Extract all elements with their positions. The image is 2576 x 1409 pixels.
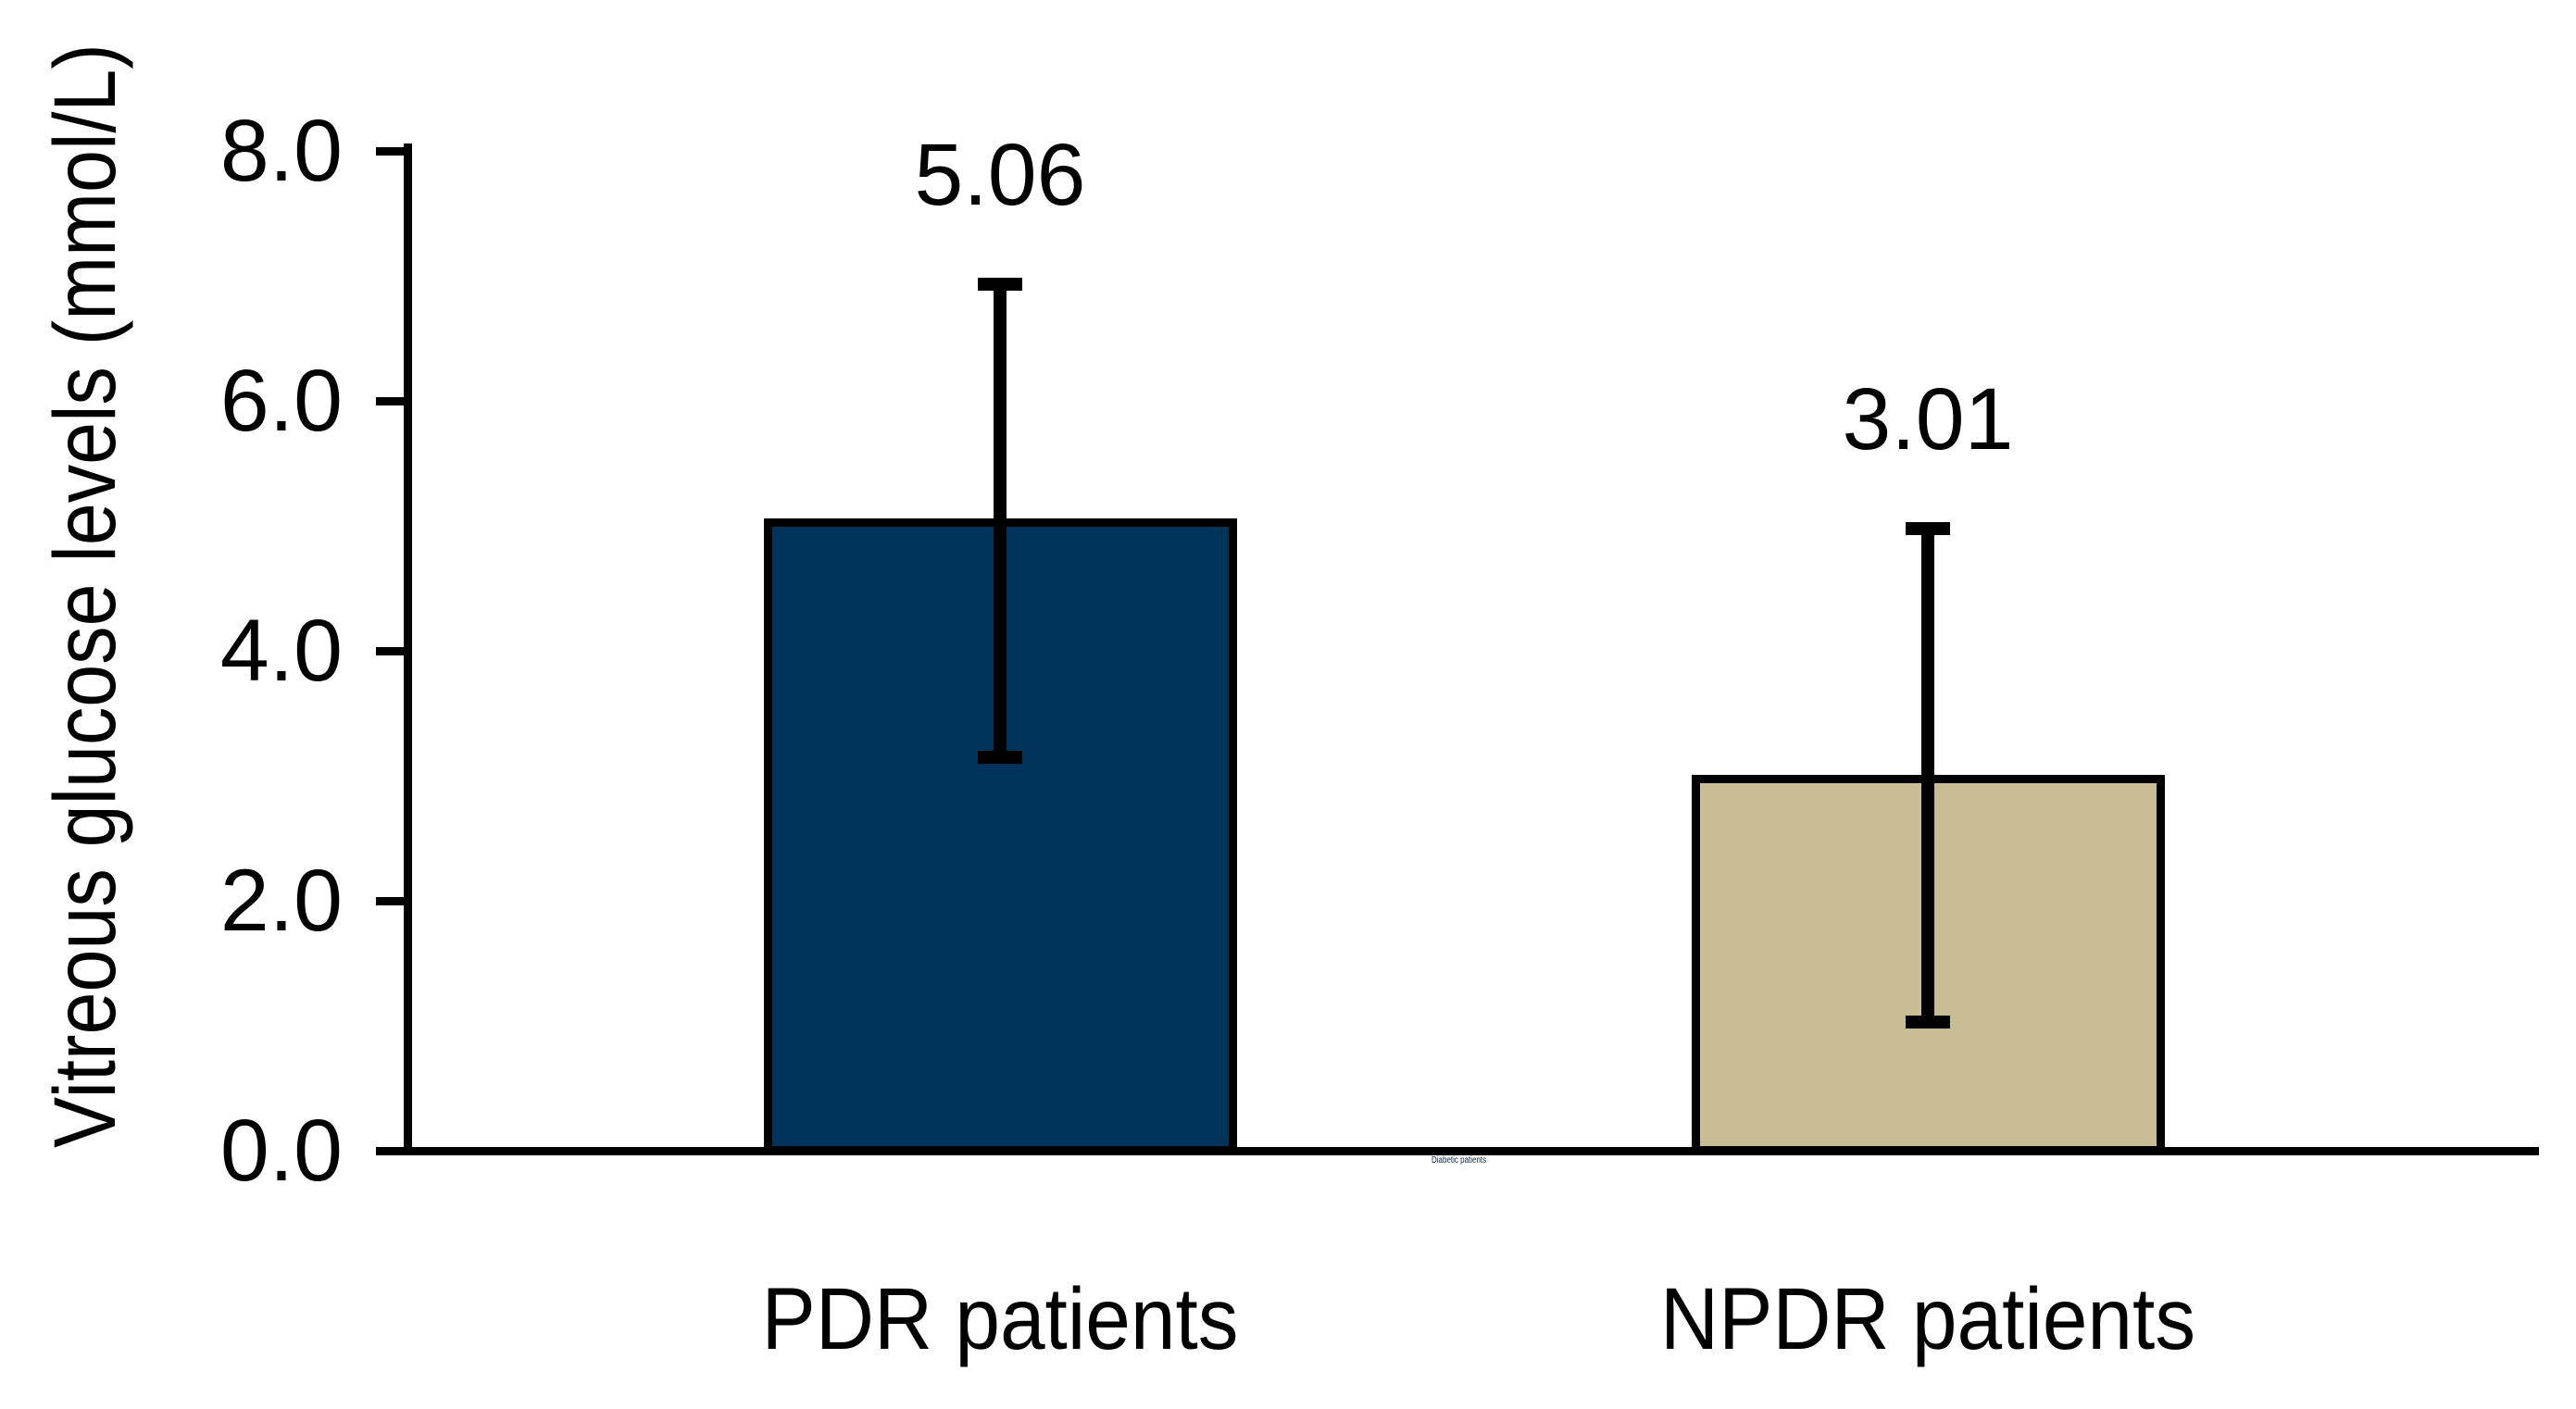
- y-tick-label: 8.0: [219, 102, 343, 200]
- y-tick-mark: [376, 147, 404, 156]
- bar-value-label: 5.06: [914, 126, 1086, 225]
- error-bar-line: [1921, 528, 1934, 1022]
- y-tick-mark: [376, 1147, 404, 1155]
- category-label: NPDR patients: [1659, 1270, 2196, 1368]
- y-axis-line: [404, 143, 412, 1154]
- error-bar-cap-top: [1906, 521, 1950, 535]
- y-tick-label: 6.0: [219, 352, 343, 450]
- y-tick-label: 0.0: [219, 1102, 343, 1200]
- error-bar-line: [994, 284, 1007, 757]
- y-tick-mark: [376, 397, 404, 405]
- y-tick-label: 4.0: [219, 602, 343, 700]
- tiny-caption: Diabetic patients: [1432, 1155, 1487, 1166]
- error-bar-cap-bottom: [978, 750, 1022, 764]
- category-label: PDR patients: [761, 1270, 1239, 1368]
- y-tick-label: 2.0: [219, 852, 343, 950]
- y-axis-title: Vitreous glucose levels (mmol/L): [36, 44, 134, 1148]
- bar-value-label: 3.01: [1842, 369, 2014, 468]
- y-tick-mark: [376, 647, 404, 655]
- y-tick-mark: [376, 897, 404, 905]
- error-bar-cap-bottom: [1906, 1015, 1950, 1029]
- error-bar-cap-top: [978, 278, 1022, 292]
- x-axis-line: [404, 1147, 2539, 1155]
